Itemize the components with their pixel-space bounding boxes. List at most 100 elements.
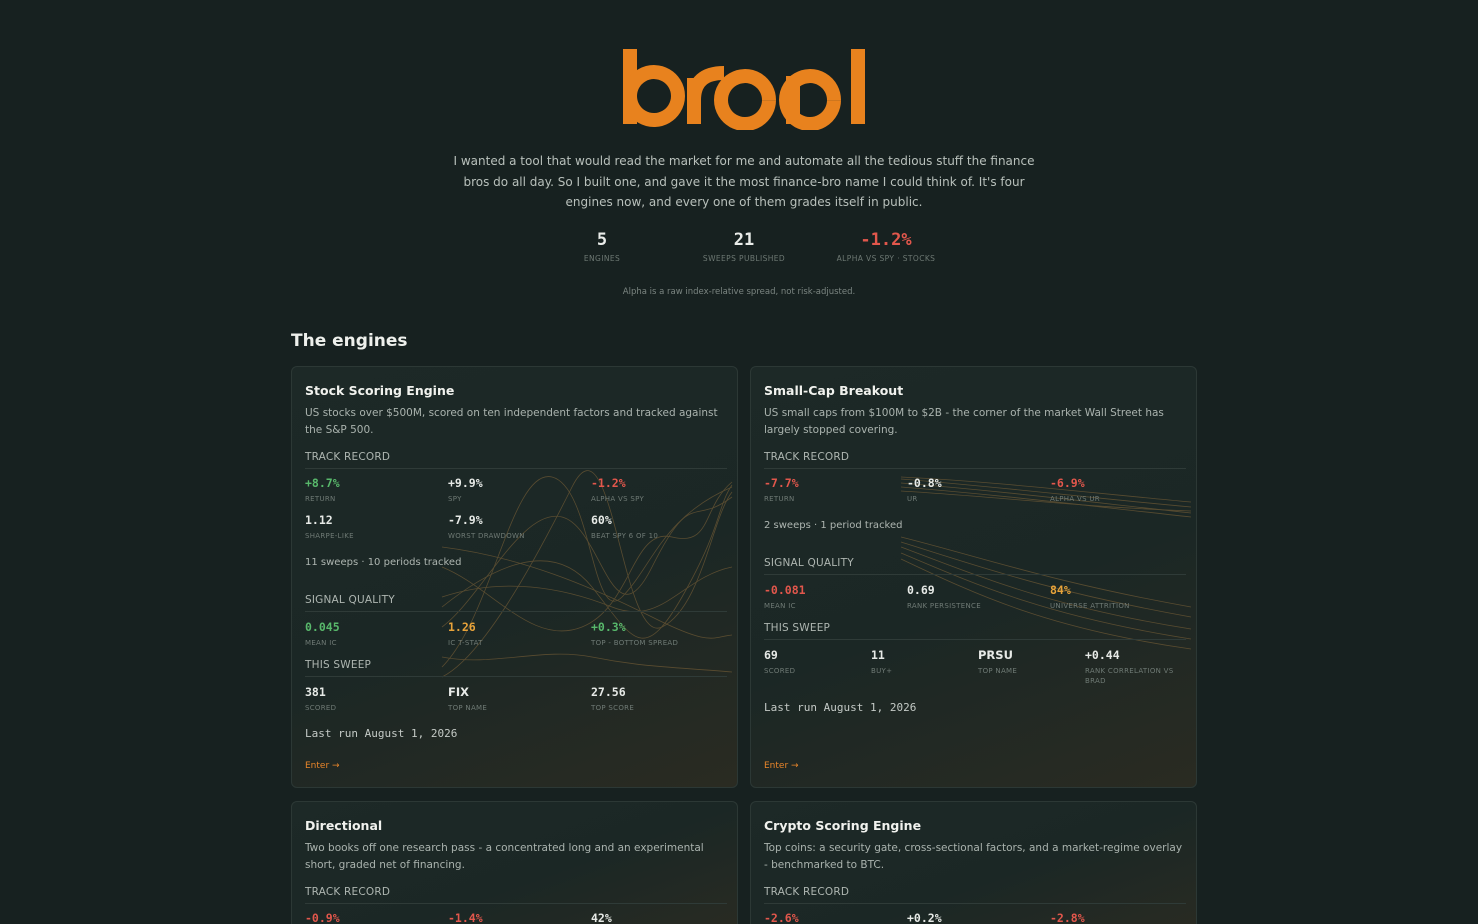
stat-engines: 5 ENGINES <box>572 230 632 263</box>
metric-mean-ic: 0.045 MEAN IC <box>305 620 340 648</box>
metric-value: +0.44 <box>1085 648 1120 662</box>
metric-hit-rate: 42% <box>591 911 612 924</box>
metric-label: MEAN IC <box>764 602 796 610</box>
track-record-heading: TRACK RECORD <box>305 886 727 904</box>
metric-label: RETURN <box>305 495 336 503</box>
metric-alpha: -1.2% ALPHA VS SPY <box>591 476 644 504</box>
metric-label: ALPHA VS UR <box>1050 495 1100 503</box>
track-record-heading: TRACK RECORD <box>764 886 1186 904</box>
section-title: The engines <box>291 331 408 351</box>
metric-rank-correlation: +0.44 RANK CORRELATION VS BRAD <box>1085 648 1190 686</box>
metric-drawdown: -7.9% WORST DRAWDOWN <box>448 513 525 541</box>
metric-label: RETURN <box>764 495 795 503</box>
last-run: Last run August 1, 2026 <box>764 701 917 714</box>
metric-return: -7.7% RETURN <box>764 476 799 504</box>
metric-value: 1.12 <box>305 513 333 527</box>
metric-value: 381 <box>305 685 326 699</box>
metric-value: -7.9% <box>448 513 483 527</box>
engine-card-small-cap[interactable]: Small-Cap Breakout US small caps from $1… <box>750 366 1197 788</box>
engine-card-stock-scoring[interactable]: Stock Scoring Engine US stocks over $500… <box>291 366 738 788</box>
metric-label: TOP NAME <box>448 704 488 712</box>
signal-quality-heading: SIGNAL QUALITY <box>305 594 727 612</box>
metric-return: -2.6% <box>764 911 799 924</box>
metric-beat-spy: 60% BEAT SPY 6 OF 10 <box>591 513 658 541</box>
stat-label: SWEEPS PUBLISHED <box>702 254 786 263</box>
stat-alpha: -1.2% ALPHA VS SPY · STOCKS <box>826 230 946 263</box>
metric-label: MEAN IC <box>305 639 337 647</box>
enter-link[interactable]: Enter → <box>764 761 799 771</box>
metric-top-name: FIX TOP NAME <box>448 685 487 713</box>
metric-value: 84% <box>1050 583 1071 597</box>
metric-label: SHARPE-LIKE <box>305 532 354 540</box>
metric-value: 11 <box>871 648 885 662</box>
track-record-heading: TRACK RECORD <box>764 451 1186 469</box>
metric-value: -1.2% <box>591 476 626 490</box>
metric-label: BUY+ <box>871 667 893 675</box>
stat-value: -1.2% <box>860 230 912 250</box>
metric-alpha: -2.8% <box>1050 911 1085 924</box>
metric-label: RANK PERSISTENCE <box>907 602 981 610</box>
stat-label: ALPHA VS SPY · STOCKS <box>836 254 936 263</box>
engine-card-crypto[interactable]: Crypto Scoring Engine Top coins: a secur… <box>750 801 1197 924</box>
metric-value: -0.8% <box>907 476 942 490</box>
track-record-heading: TRACK RECORD <box>305 451 727 469</box>
metric-label: TOP - BOTTOM SPREAD <box>591 639 679 647</box>
stat-sweeps: 21 SWEEPS PUBLISHED <box>694 230 794 263</box>
stat-value: 5 <box>596 230 608 250</box>
metric-value: 27.56 <box>591 685 626 699</box>
metric-benchmark: +0.2% <box>907 911 942 924</box>
card-description: US stocks over $500M, scored on ten inde… <box>305 407 718 436</box>
metric-label: IC T-STAT <box>448 639 483 647</box>
last-run: Last run August 1, 2026 <box>305 727 458 740</box>
metric-spread: +0.3% TOP - BOTTOM SPREAD <box>591 620 678 648</box>
metric-value: 0.045 <box>305 620 340 634</box>
metric-value: +9.9% <box>448 476 483 490</box>
engine-card-directional[interactable]: Directional Two books off one research p… <box>291 801 738 924</box>
metric-scored: 381 SCORED <box>305 685 336 713</box>
metric-value: 69 <box>764 648 778 662</box>
metric-value: +0.3% <box>591 620 626 634</box>
metric-value: FIX <box>448 685 470 699</box>
metric-buy: 11 BUY+ <box>871 648 892 676</box>
metric-sharpe: 1.12 SHARPE-LIKE <box>305 513 354 541</box>
metric-label: SCORED <box>305 704 337 712</box>
metric-ic-tstat: 1.26 IC T-STAT <box>448 620 483 648</box>
metric-label: UNIVERSE ATTRITION <box>1050 602 1130 610</box>
metric-value: +0.2% <box>907 911 942 924</box>
metric-return: +8.7% RETURN <box>305 476 340 504</box>
sweeps-note: 11 sweeps · 10 periods tracked <box>305 557 462 568</box>
intro-text: I wanted a tool that would read the mark… <box>453 154 1035 209</box>
metric-label: RANK CORRELATION VS BRAD <box>1085 667 1174 685</box>
signal-quality-heading: SIGNAL QUALITY <box>764 557 1186 575</box>
stats-note: Alpha is a raw index-relative spread, no… <box>622 287 856 297</box>
metric-label: TOP NAME <box>978 667 1018 675</box>
card-description: Two books off one research pass - a conc… <box>305 842 704 871</box>
metric-value: -0.081 <box>764 583 806 597</box>
metric-value: -1.4% <box>448 911 483 924</box>
card-title: Directional <box>305 818 383 833</box>
enter-link[interactable]: Enter → <box>305 761 340 771</box>
metric-value: 60% <box>591 513 612 527</box>
metric-ur: -0.8% UR <box>907 476 942 504</box>
metric-label: ALPHA VS SPY <box>591 495 645 503</box>
card-title: Crypto Scoring Engine <box>764 818 922 833</box>
this-sweep-heading: THIS SWEEP <box>764 622 1186 640</box>
metric-label: UR <box>907 495 918 503</box>
brad-logo <box>623 49 865 130</box>
metric-label: BEAT SPY 6 OF 10 <box>591 532 659 540</box>
sweeps-note: 2 sweeps · 1 period tracked <box>764 520 903 531</box>
metric-value: -2.8% <box>1050 911 1085 924</box>
card-description: Top coins: a security gate, cross-sectio… <box>764 842 1183 871</box>
metric-alpha: -6.9% ALPHA VS UR <box>1050 476 1100 504</box>
metric-value: PRSU <box>978 648 1013 662</box>
stat-label: ENGINES <box>583 254 621 263</box>
metric-label: SCORED <box>764 667 796 675</box>
metric-value: -2.6% <box>764 911 799 924</box>
metric-value: 42% <box>591 911 612 924</box>
metric-top-score: 27.56 TOP SCORE <box>591 685 634 713</box>
metric-rank-persistence: 0.69 RANK PERSISTENCE <box>907 583 981 611</box>
metric-value: 0.69 <box>907 583 935 597</box>
metric-label: SPY <box>448 495 462 503</box>
metric-scored: 69 SCORED <box>764 648 795 676</box>
card-description: US small caps from $100M to $2B - the co… <box>764 407 1164 436</box>
